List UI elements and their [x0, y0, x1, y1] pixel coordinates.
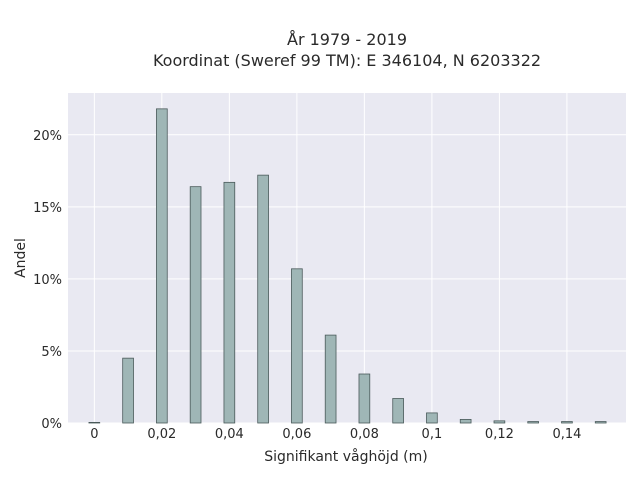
histogram-bar	[324, 334, 337, 424]
x-tick-label: 0,08	[350, 427, 379, 442]
x-tick-label: 0,12	[485, 427, 514, 442]
histogram-bar	[527, 421, 539, 424]
x-tick-label: 0,02	[147, 427, 176, 442]
y-axis-title: Andel	[13, 238, 29, 278]
x-tick-label: 0,1	[422, 427, 443, 442]
x-tick-label: 0,14	[552, 427, 581, 442]
histogram-bar	[88, 421, 101, 424]
y-tick-label: 10%	[33, 273, 62, 288]
plot-area	[68, 93, 626, 423]
histogram-bar	[122, 357, 134, 424]
y-axis-ticks: 0% 5% 10% 15% 20%	[33, 129, 62, 432]
histogram-bar	[493, 420, 506, 424]
x-tick-label: 0,04	[215, 427, 244, 442]
y-tick-label: 15%	[33, 201, 62, 216]
chart-title: År 1979 - 2019	[287, 30, 407, 49]
histogram-bar	[459, 418, 472, 424]
histogram-bar	[223, 181, 236, 424]
histogram-bar	[392, 398, 404, 424]
histogram-bar	[561, 421, 573, 424]
histogram-bar	[189, 186, 202, 424]
histogram-bar	[291, 268, 303, 424]
histogram-bar	[156, 108, 168, 424]
bars	[88, 108, 607, 424]
y-tick-label: 20%	[33, 129, 62, 144]
x-axis-title: Signifikant våghöjd (m)	[264, 448, 427, 465]
x-axis-ticks: 0 0,02 0,04 0,06 0,08 0,1 0,12 0,14	[90, 427, 581, 442]
histogram-bar	[594, 421, 607, 424]
x-tick-label: 0,06	[282, 427, 311, 442]
x-tick-label: 0	[90, 427, 98, 442]
histogram-bar	[358, 373, 371, 424]
y-tick-label: 5%	[41, 345, 62, 360]
chart-subtitle: Koordinat (Sweref 99 TM): E 346104, N 62…	[153, 51, 541, 70]
histogram-bar	[257, 174, 269, 424]
histogram-bar	[426, 412, 438, 424]
y-tick-label: 0%	[41, 417, 62, 432]
